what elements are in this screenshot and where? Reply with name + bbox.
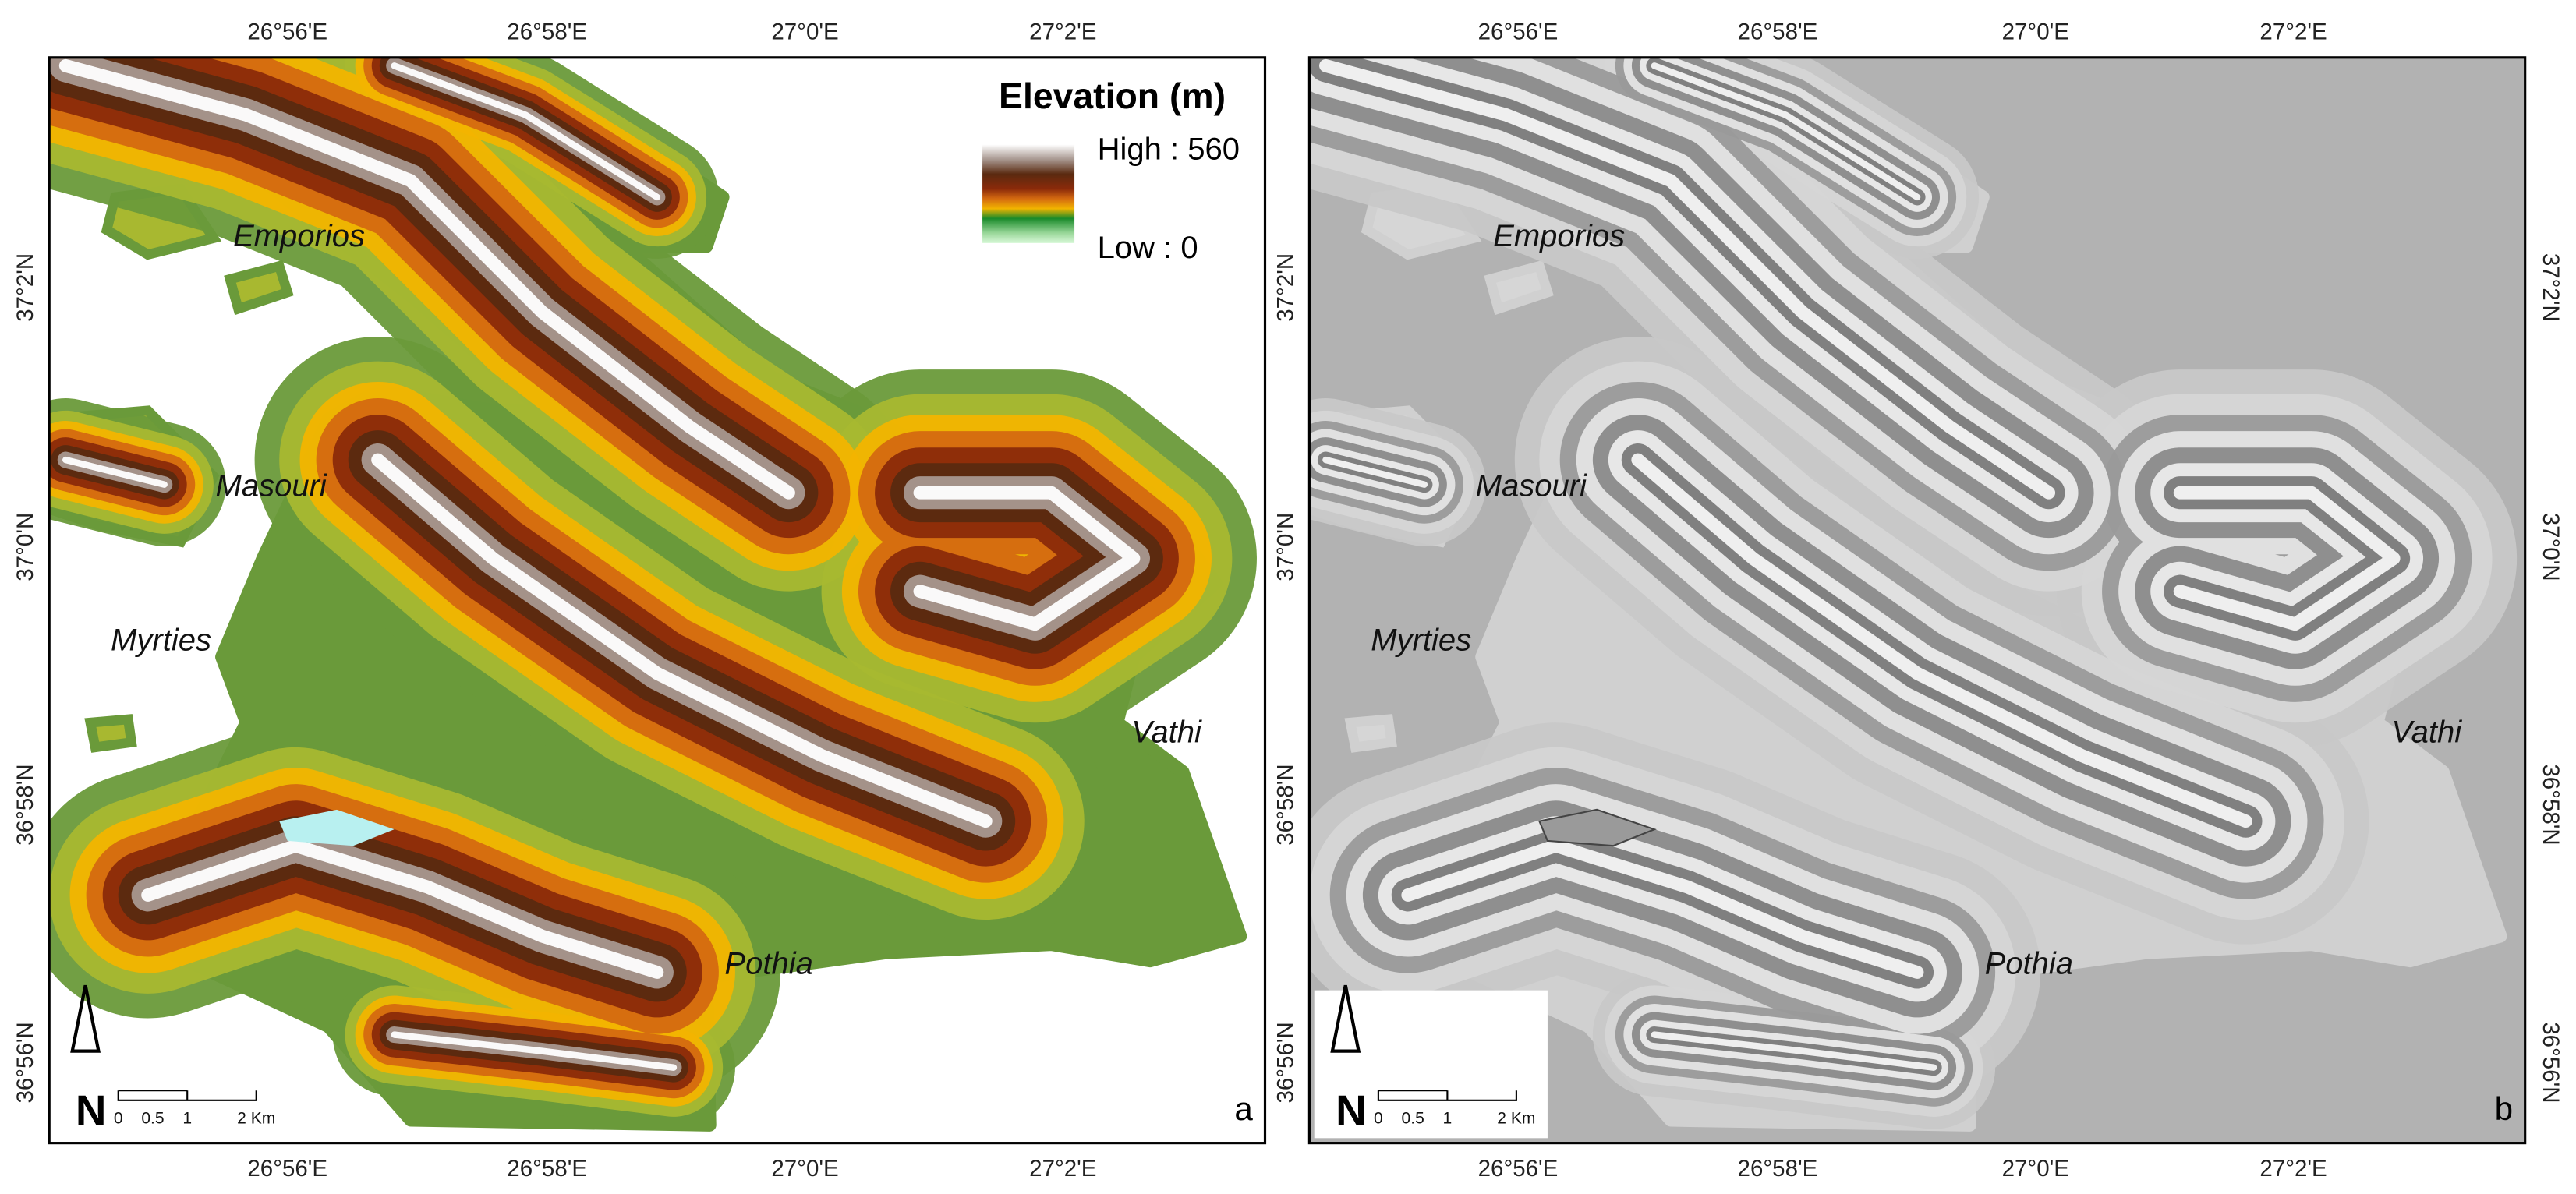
lon-label: 27°0'E <box>2002 1156 2069 1182</box>
lat-label: 36°58'N <box>2538 764 2564 845</box>
scale-bar <box>117 1090 257 1101</box>
scale-label: 1 <box>182 1109 192 1127</box>
lat-label: 36°56'N <box>12 1022 38 1103</box>
scale-label: 0 <box>1374 1109 1383 1127</box>
scale-box <box>1314 990 1548 1139</box>
scale-label: 0.5 <box>1402 1109 1424 1127</box>
panel-letter: b <box>2495 1090 2513 1127</box>
terrain <box>49 57 1257 1132</box>
islet <box>224 260 294 316</box>
scale-bar <box>1377 1090 1517 1101</box>
panel-b-frame <box>1307 56 2527 1145</box>
place-name: Vathi <box>1131 715 1202 749</box>
place-name: Myrties <box>111 623 211 657</box>
islet <box>84 714 137 753</box>
ridge-band <box>1319 58 2056 500</box>
north-arrow <box>1330 984 1361 1053</box>
islet <box>1484 260 1554 316</box>
legend: Elevation (m) High : 560 Low : 0 <box>982 76 1240 265</box>
scale-label: 0 <box>114 1109 123 1127</box>
lon-label: 26°58'E <box>507 1156 587 1182</box>
legend-low: Low : 0 <box>1098 231 1198 265</box>
lat-label: 37°0'N <box>1272 513 1298 581</box>
place-name: Masouri <box>216 468 327 503</box>
elevation-map <box>49 57 1257 1132</box>
legend-title: Elevation (m) <box>999 76 1226 116</box>
lon-label: 27°2'E <box>1029 19 1096 45</box>
ridge-band <box>58 58 795 500</box>
lat-label: 36°56'N <box>1272 1022 1298 1103</box>
place-name: Pothia <box>1985 947 2073 981</box>
lat-label: 36°58'N <box>12 764 38 845</box>
lat-label: 37°0'N <box>12 513 38 581</box>
place-name: Emporios <box>1493 219 1625 253</box>
lon-label: 26°56'E <box>1478 1156 1559 1182</box>
north-arrow <box>70 984 101 1053</box>
lon-label: 26°58'E <box>507 19 587 45</box>
ridge-band <box>1651 62 1921 201</box>
lon-label: 27°2'E <box>2259 19 2327 45</box>
lon-label: 26°56'E <box>247 1156 327 1182</box>
north-label: N <box>1336 1086 1367 1134</box>
ridge-band <box>1651 1031 1937 1071</box>
lake <box>1537 808 1657 847</box>
lon-label: 27°2'E <box>1029 1156 1096 1182</box>
scale-label: 0.5 <box>141 1109 164 1127</box>
legend-high: High : 560 <box>1098 132 1240 166</box>
place-name: Vathi <box>2391 715 2462 749</box>
place-name: Pothia <box>724 947 812 981</box>
legend-ramp <box>982 144 1075 243</box>
place-name: Masouri <box>1476 468 1587 503</box>
lon-label: 27°0'E <box>771 19 838 45</box>
ridge-band <box>141 839 664 979</box>
lon-label: 27°0'E <box>771 1156 838 1182</box>
place-name: Myrties <box>1371 623 1471 657</box>
scale-label: 2 Km <box>237 1109 275 1127</box>
lon-label: 26°56'E <box>1478 19 1559 45</box>
lon-label: 26°58'E <box>1738 1156 1818 1182</box>
lon-label: 26°58'E <box>1738 19 1818 45</box>
panel-letter: a <box>1234 1090 1253 1127</box>
lat-label: 37°2'N <box>1272 253 1298 322</box>
ridge-band <box>2173 486 2401 631</box>
lat-label: 37°0'N <box>2538 513 2564 581</box>
ridge-band <box>391 62 661 201</box>
ridge-band <box>391 1031 678 1071</box>
lat-label: 37°2'N <box>2538 253 2564 322</box>
north-label: N <box>76 1086 107 1134</box>
lat-label: 37°2'N <box>12 253 38 322</box>
lat-label: 36°58'N <box>1272 764 1298 845</box>
terrain <box>1309 57 2518 1132</box>
lon-label: 27°0'E <box>2002 19 2069 45</box>
lake <box>279 809 395 846</box>
ridge-band <box>1631 453 2252 828</box>
scale-label: 1 <box>1443 1109 1453 1127</box>
ridge-band <box>371 453 993 828</box>
ridge-band <box>1401 839 1924 979</box>
ridge-band <box>1322 456 1428 488</box>
lon-label: 26°56'E <box>247 19 327 45</box>
scale-label: 2 Km <box>1497 1109 1535 1127</box>
place-name: Emporios <box>233 219 365 253</box>
lon-label: 27°2'E <box>2259 1156 2327 1182</box>
ridge-band <box>62 456 168 488</box>
lat-label: 36°56'N <box>2538 1022 2564 1103</box>
hillshade-map <box>1309 57 2518 1132</box>
panel-a-frame <box>48 56 1267 1145</box>
ridge-band <box>913 486 1141 631</box>
islet <box>1344 714 1397 753</box>
